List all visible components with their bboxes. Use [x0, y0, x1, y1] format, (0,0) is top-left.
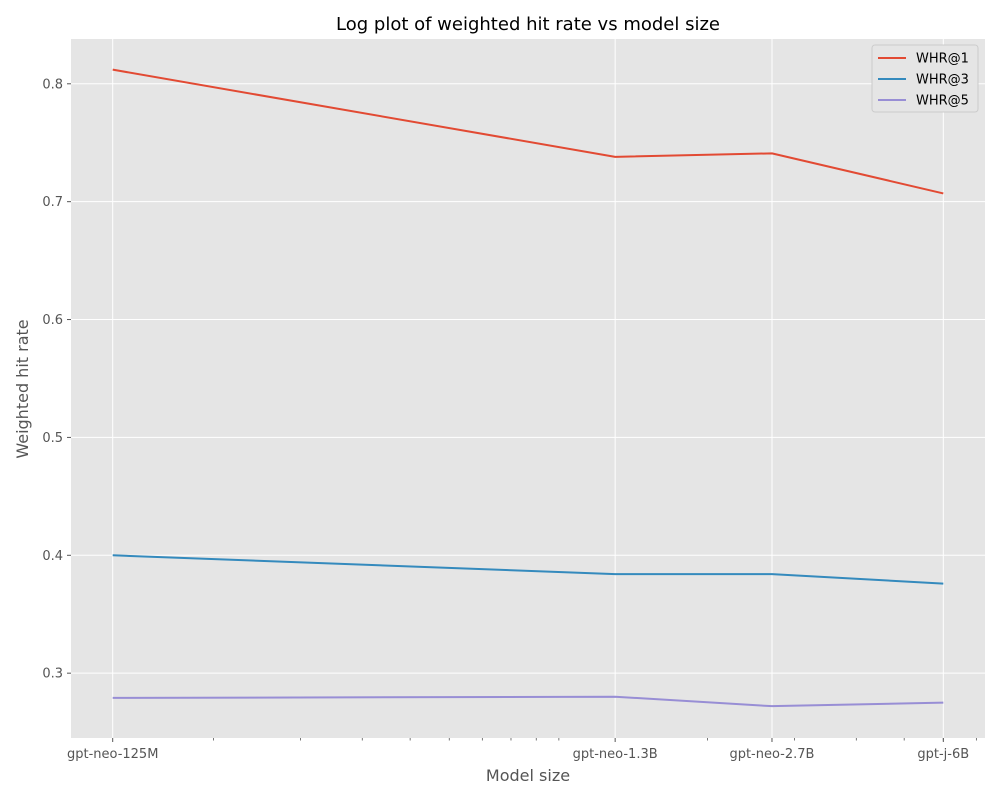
- y-tick-label: 0.5: [42, 431, 63, 446]
- series-line-whr-3: [112, 554, 944, 585]
- legend: WHR@1 WHR@3 WHR@5: [871, 44, 979, 113]
- y-tick-label: 0.4: [42, 549, 63, 564]
- legend-label: WHR@1: [916, 52, 969, 67]
- x-tick-label: gpt-neo-2.7B: [729, 747, 814, 762]
- y-tick-label: 0.3: [42, 667, 63, 682]
- x-tick-label: gpt-j-6B: [917, 747, 969, 762]
- series-line-whr-1: [112, 68, 944, 195]
- y-axis-ticks: 0.3 0.4 0.5 0.6 0.7 0.8: [42, 77, 71, 682]
- x-tick-label: gpt-neo-125M: [67, 747, 158, 762]
- legend-box: [871, 44, 979, 113]
- y-tick-label: 0.8: [42, 77, 63, 92]
- y-tick-label: 0.7: [42, 195, 63, 210]
- chart-title: Log plot of weighted hit rate vs model s…: [336, 14, 720, 35]
- x-tick-label: gpt-neo-1.3B: [573, 747, 658, 762]
- y-axis-label: Weighted hit rate: [13, 319, 32, 458]
- plot-area: [71, 39, 985, 738]
- y-tick-label: 0.6: [42, 313, 63, 328]
- series-lines: [112, 68, 944, 708]
- x-axis-ticks: gpt-neo-125M gpt-neo-1.3B gpt-neo-2.7B gpt-…: [67, 738, 977, 762]
- legend-label: WHR@5: [916, 94, 969, 109]
- x-axis-label: Model size: [486, 766, 570, 785]
- series-line-whr-5: [112, 695, 944, 708]
- legend-label: WHR@3: [916, 73, 969, 88]
- grid-lines: [71, 39, 985, 738]
